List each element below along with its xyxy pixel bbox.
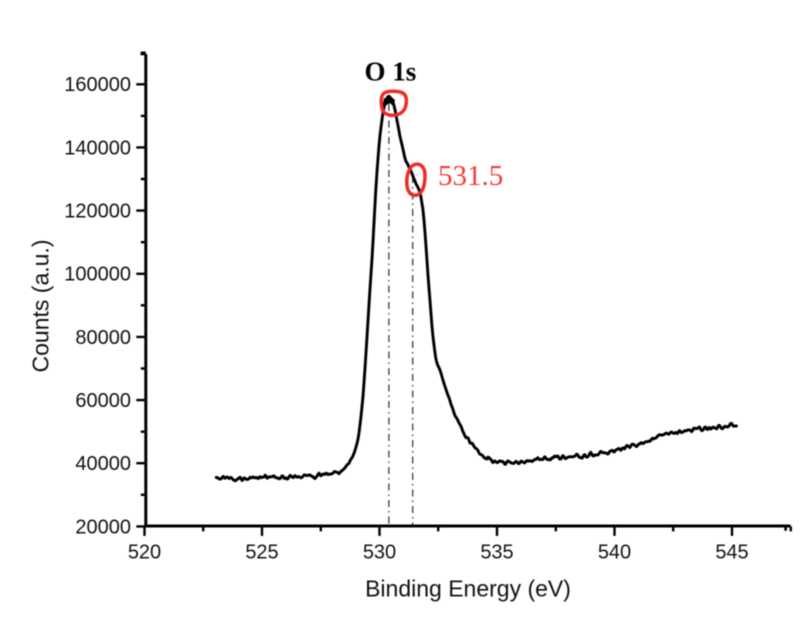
svg-text:531.5: 531.5 [438, 160, 503, 192]
svg-text:535: 535 [480, 542, 513, 564]
svg-text:Binding Energy (eV): Binding Energy (eV) [365, 576, 571, 602]
svg-text:520: 520 [128, 542, 161, 564]
svg-text:160000: 160000 [64, 74, 131, 96]
svg-text:60000: 60000 [75, 390, 131, 412]
svg-text:20000: 20000 [75, 516, 131, 538]
svg-text:O 1s: O 1s [365, 57, 417, 87]
svg-text:Counts (a.u.): Counts (a.u.) [28, 240, 54, 373]
svg-text:525: 525 [245, 542, 278, 564]
svg-text:545: 545 [715, 542, 748, 564]
svg-text:530: 530 [363, 542, 396, 564]
svg-text:80000: 80000 [75, 327, 131, 349]
svg-text:40000: 40000 [75, 453, 131, 475]
svg-text:100000: 100000 [64, 264, 131, 286]
svg-text:120000: 120000 [64, 201, 131, 223]
svg-text:540: 540 [598, 542, 631, 564]
svg-text:140000: 140000 [64, 137, 131, 159]
